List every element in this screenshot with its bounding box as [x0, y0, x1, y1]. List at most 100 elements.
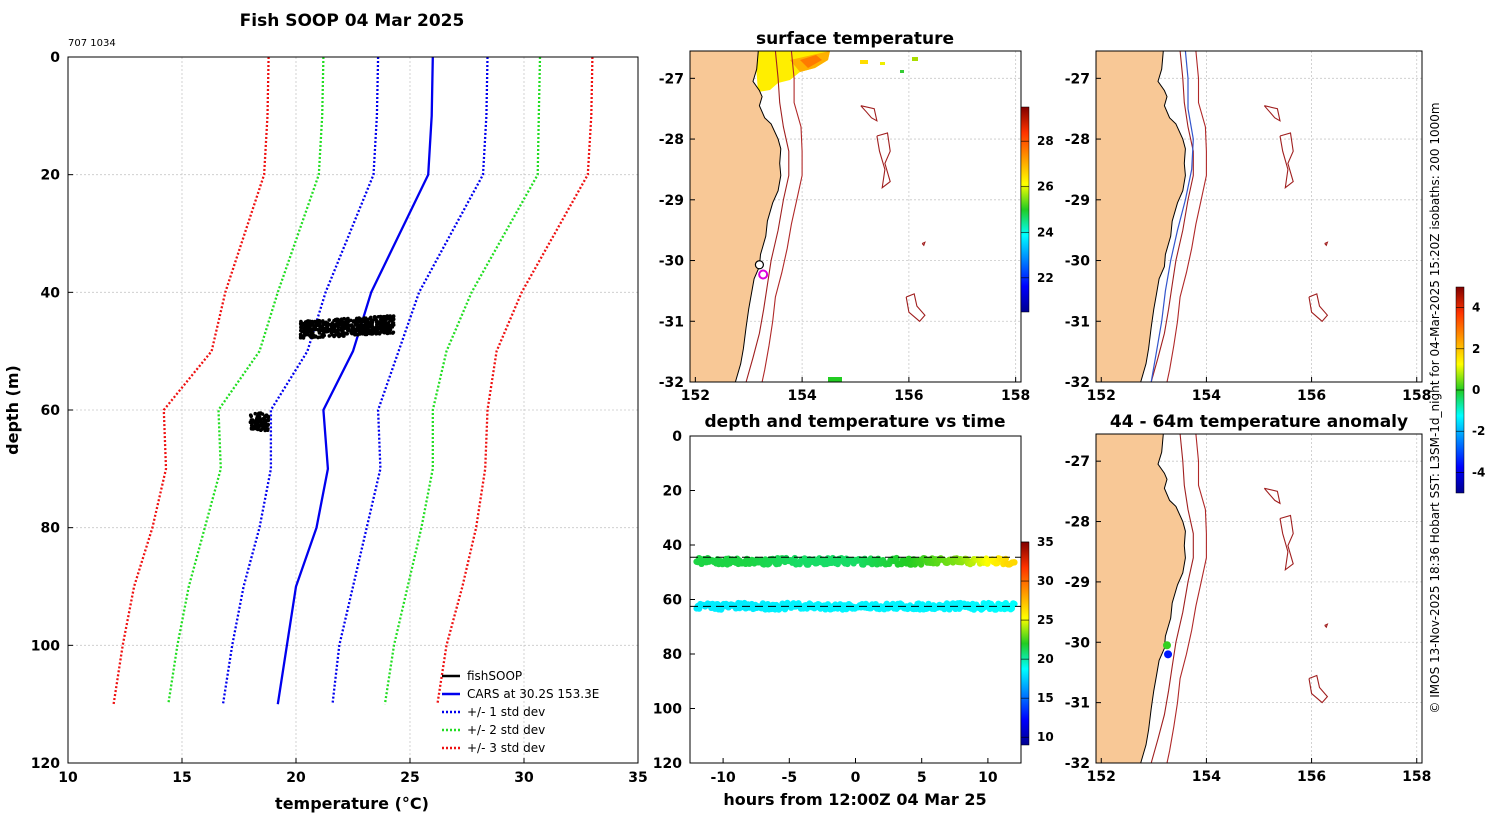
- profile-grid: [67, 56, 639, 764]
- fish-soop-point: [333, 323, 337, 327]
- fish-soop-point: [390, 317, 395, 321]
- m1-seamount-isobath: [905, 293, 926, 323]
- m2-ticklabel-lon: 156: [1297, 388, 1326, 404]
- m1-isobath-1000: [761, 51, 803, 382]
- fish-soop-point: [266, 418, 270, 423]
- fish-soop-point: [332, 334, 336, 339]
- bathy-map-coast-isobaths: [1096, 51, 1329, 382]
- anomaly-marker: [1162, 641, 1171, 650]
- fish-soop-point: [366, 324, 371, 328]
- depth-time-point: [791, 554, 798, 562]
- m1-ticklabel-lat: -32: [659, 375, 684, 391]
- credit-text: © IMOS 13-Nov-2025 18:36 Hobart SST: L3S…: [1428, 102, 1442, 713]
- fish-soop-point: [354, 327, 359, 331]
- surface-map-title: surface temperature: [756, 29, 954, 49]
- depth-time-colorbar-ticks: 10 15 20 25 30 35: [1021, 535, 1054, 744]
- m1-ticklabel-lon: 156: [894, 388, 923, 404]
- fish-soop-point: [344, 332, 349, 336]
- fish-soop-data: [248, 314, 396, 433]
- m2-seamount-isobath: [1279, 132, 1294, 189]
- m3-ticklabel-lon: 152: [1087, 769, 1116, 785]
- surface-map-end-marker: [758, 269, 769, 280]
- m3-ticklabel-lon: 156: [1297, 769, 1326, 785]
- fish-soop-point: [358, 324, 363, 329]
- fish-soop-point: [368, 316, 372, 321]
- surface-map-panel: surface temperature 152 154 156 158 -27 -28 -2…: [659, 29, 1054, 404]
- fish-soop-point: [346, 316, 350, 321]
- profile-series-line: [167, 57, 325, 705]
- fish-soop-point: [372, 315, 377, 319]
- bathy-map-panel: 152 154 156 158 -27 -28 -29 -30 -31 -32: [1065, 50, 1432, 404]
- fish-soop-point: [341, 334, 346, 338]
- fish-soop-point: [358, 320, 363, 325]
- profile-ticklabel-x: 20: [286, 770, 306, 786]
- m2-ticklabel-lon: 154: [1192, 388, 1221, 404]
- fish-soop-point: [248, 413, 253, 418]
- fish-soop-point: [259, 421, 264, 426]
- fish-soop-point: [259, 417, 263, 422]
- depth-time-ticklabel-y: 100: [653, 702, 682, 718]
- fish-soop-point: [264, 415, 269, 419]
- m2-seamount-isobath: [1324, 241, 1329, 247]
- fish-soop-point: [317, 319, 322, 323]
- m1-ticklabel-lat: -31: [659, 314, 684, 330]
- depth-time-title: depth and temperature vs time: [705, 412, 1006, 432]
- colorbar-ticklabel: 10: [1037, 730, 1054, 744]
- fish-soop-point: [342, 316, 346, 321]
- colorbar-ticklabel: 26: [1037, 180, 1054, 194]
- fish-soop-point: [336, 320, 340, 325]
- fish-soop-point: [387, 316, 391, 321]
- depth-time-point: [1011, 600, 1018, 608]
- depth-time-colorbar: 10 15 20 25 30 35: [1020, 535, 1054, 746]
- fish-soop-point: [378, 330, 383, 335]
- fish-soop-point: [358, 328, 363, 332]
- m2-ticklabel-lat: -32: [1065, 375, 1090, 391]
- colorbar-ticklabel: 0: [1472, 383, 1480, 397]
- fish-soop-point: [337, 334, 341, 339]
- profile-ticklabel-x: 30: [514, 770, 534, 786]
- colorbar-ticklabel: -2: [1472, 424, 1485, 438]
- fish-soop-point: [299, 320, 303, 325]
- depth-time-point: [917, 561, 925, 568]
- fish-soop-point: [332, 329, 337, 334]
- m2-seamount-isobath: [1308, 293, 1329, 323]
- profile-ticklabel-y: 40: [41, 285, 61, 301]
- fish-soop-point: [383, 318, 388, 323]
- depth-time-point: [893, 554, 900, 562]
- surface-map-ticks: 152 154 156 158 -27 -28 -29 -30 -31 -32: [659, 71, 1031, 404]
- profile-ticklabel-y: 100: [31, 638, 60, 654]
- bathy-map-ticks: 152 154 156 158 -27 -28 -29 -30 -31 -32: [1065, 71, 1432, 404]
- fish-soop-point: [331, 326, 336, 331]
- profile-series-line: [112, 57, 270, 705]
- fish-soop-point: [308, 323, 312, 327]
- fish-soop-point: [391, 314, 396, 318]
- fish-soop-point: [346, 327, 351, 331]
- fish-soop-point: [358, 317, 363, 322]
- fish-soop-point: [249, 423, 254, 428]
- colorbar-ticklabel: 30: [1037, 574, 1054, 588]
- fish-soop-point: [255, 425, 260, 429]
- fish-soop-point: [313, 327, 317, 332]
- bathy-map-cars-line: [1150, 51, 1194, 382]
- id-label: 707 1034: [68, 38, 116, 49]
- depth-time-point: [1011, 559, 1018, 566]
- m1-seamount-isobath: [921, 241, 926, 247]
- fish-soop-point: [361, 329, 366, 334]
- profile-ticklabel-x: 10: [58, 770, 78, 786]
- depth-time-ticklabel-y: 40: [663, 538, 683, 554]
- depth-time-data: [690, 554, 1021, 613]
- legend-label-fishsoop: fishSOOP: [467, 669, 522, 683]
- m2-isobath-200: [1150, 51, 1194, 382]
- fish-soop-point: [340, 330, 345, 334]
- fish-soop-point: [354, 323, 358, 327]
- fish-soop-point: [384, 329, 388, 333]
- m3-isobath-200: [1150, 434, 1194, 763]
- depth-time-ticklabel-y: 0: [672, 429, 682, 445]
- surface-map-start-marker: [754, 260, 765, 270]
- profile-ticklabel-y: 80: [41, 521, 61, 537]
- m3-ticklabel-lat: -27: [1065, 454, 1090, 470]
- profile-ticklabel-y: 0: [50, 50, 60, 66]
- colorbar-ticklabel: 20: [1037, 652, 1054, 666]
- fish-soop-point: [350, 327, 355, 331]
